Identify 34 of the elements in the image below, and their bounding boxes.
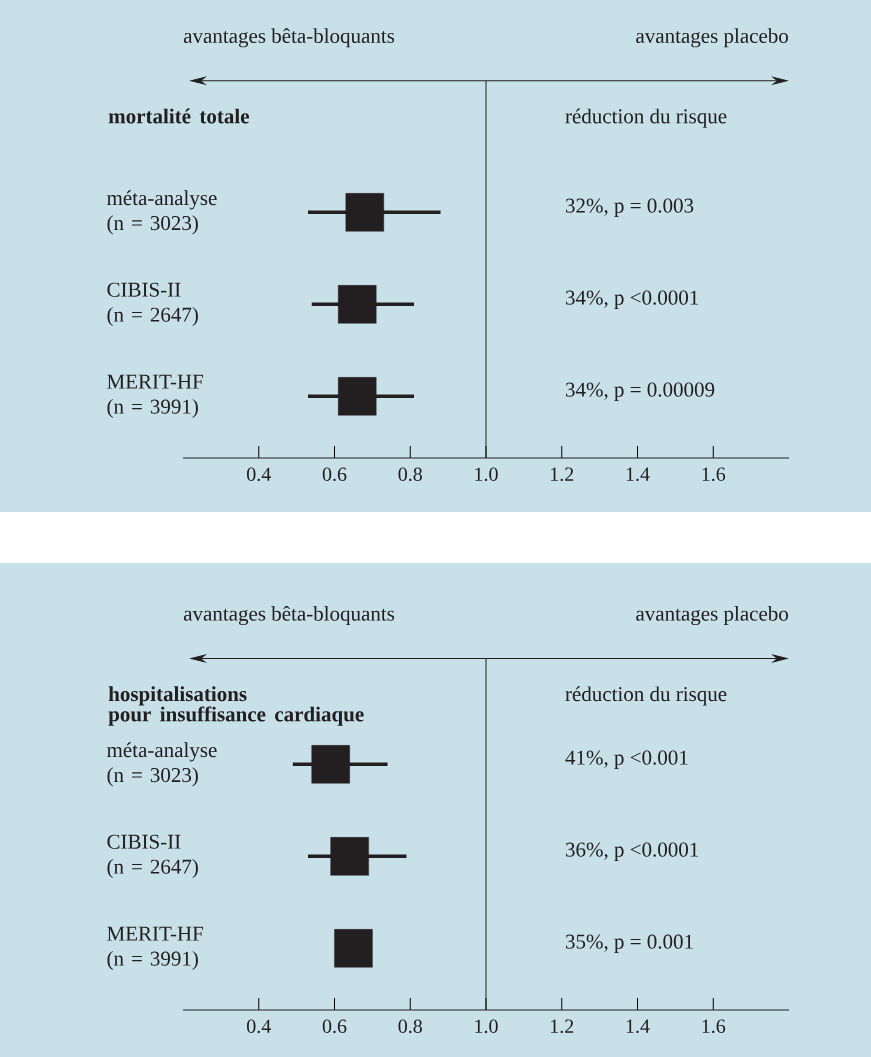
chart-title: hospitalisations pour insuffisance cardiaque [108,686,364,726]
x-tick-label: 1.4 [626,1019,650,1034]
annotation: 34%, p = 0.00009 [565,382,715,401]
y-tick-label: MERIT-HF (n = 3991) [107,374,204,418]
annotation: 32%, p = 0.003 [565,198,694,217]
x-tick-label: 0.6 [322,1019,347,1034]
x-tick-label: 1.0 [475,1019,498,1034]
x-tick-label: 1.2 [551,1019,574,1034]
x-tick-label: 0.8 [398,467,422,482]
text: réduction du risque [565,686,727,706]
x-tick-label: 1.6 [702,467,726,482]
annotation: 36%, p <0.0001 [565,842,699,861]
annotation: 34%, p <0.0001 [565,290,699,309]
x-tick-label: 0.4 [247,1019,271,1034]
text: avantages bêta-bloquants [183,605,395,626]
annotation: 35%, p = 0.001 [565,934,693,953]
text: réduction du risque [565,108,727,128]
y-tick-label: méta-analyse (n = 3023) [106,190,217,235]
x-tick-label: 1.2 [551,467,574,482]
x-tick-label: 1.6 [702,1019,726,1034]
chart-title: mortalité totale [108,108,249,124]
y-tick-label: MERIT-HF (n = 3991) [107,926,204,970]
y-tick-label: méta-analyse (n = 3023) [106,742,217,787]
x-tick-label: 1.0 [475,467,498,482]
text: avantages placebo [636,606,789,626]
annotation: 41%, p <0.001 [565,750,688,769]
x-tick-label: 0.6 [322,467,347,482]
text: avantages placebo [636,28,789,48]
x-tick-label: 0.4 [247,467,271,482]
y-tick-label: CIBIS-II (n = 2647) [107,834,198,879]
x-tick-label: 1.4 [626,467,650,482]
text: avantages bêta-bloquants [183,28,395,48]
x-tick-label: 0.8 [398,1019,422,1034]
y-tick-label: CIBIS-II (n = 2647) [107,282,198,327]
